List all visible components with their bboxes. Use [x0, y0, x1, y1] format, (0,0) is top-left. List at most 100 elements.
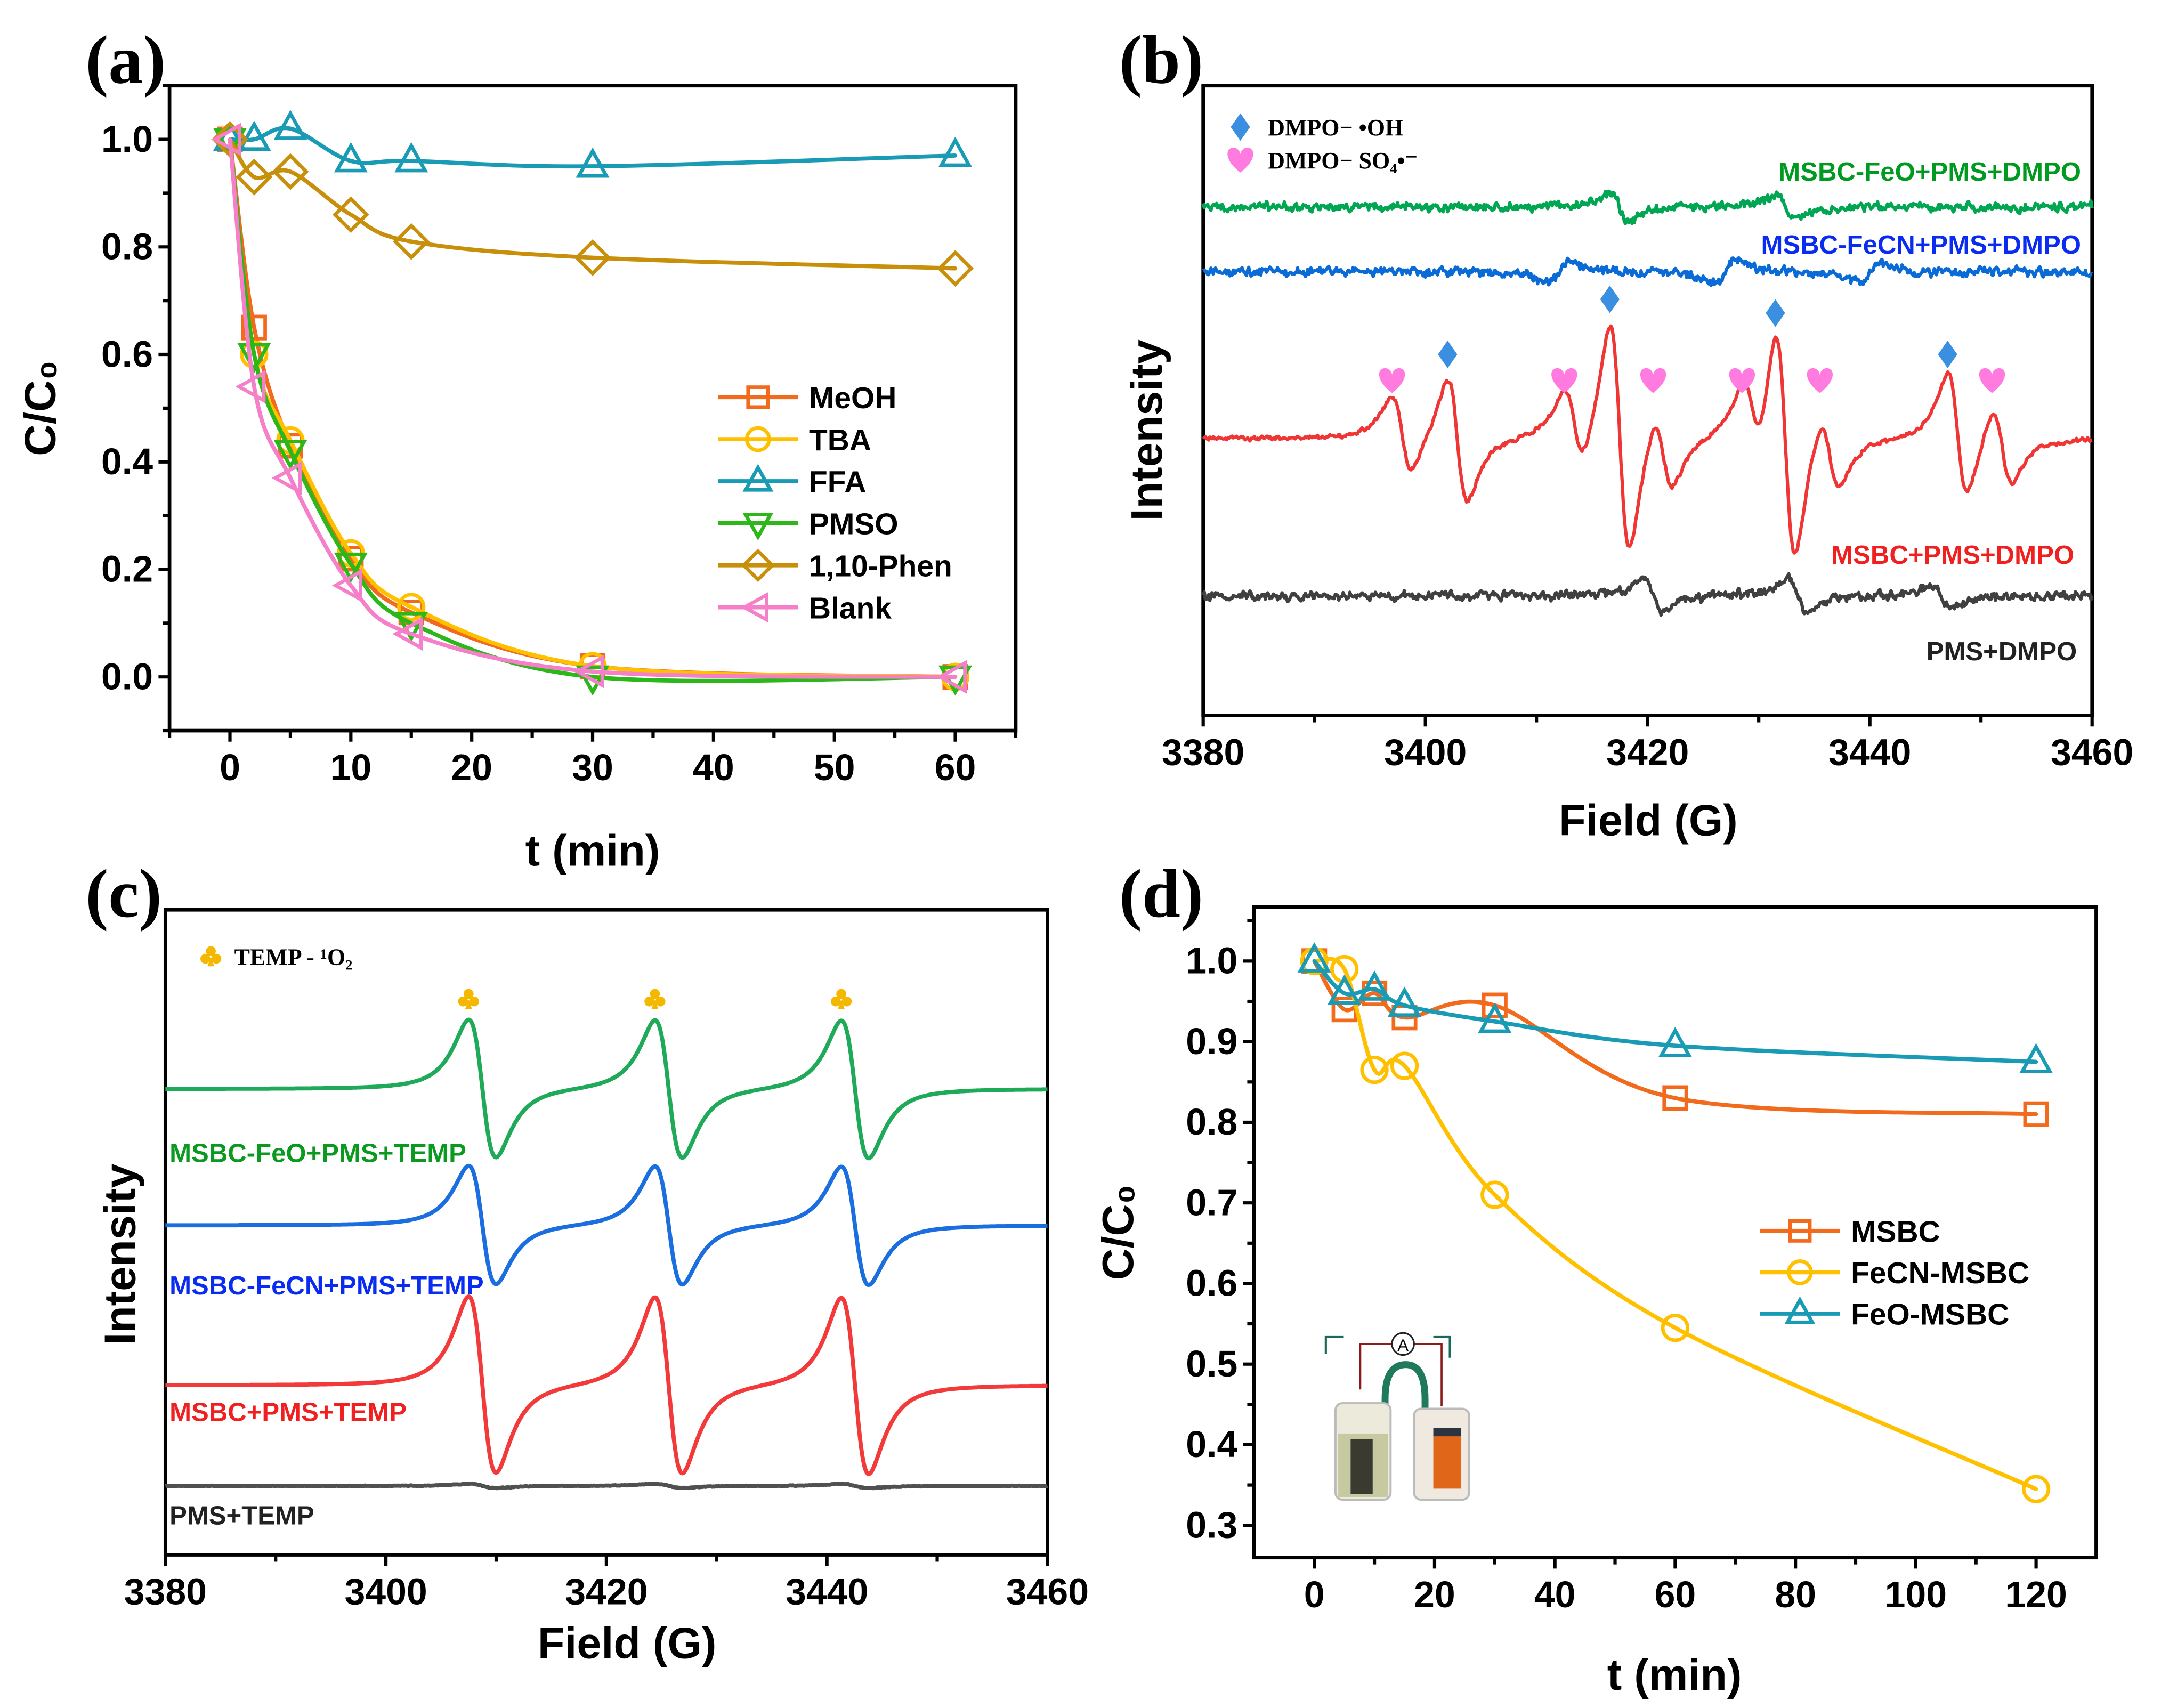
data-point-1-10-phen	[393, 223, 430, 260]
legend-marker-temp-1o2-leaf	[211, 953, 222, 964]
data-point-meoh-dot	[252, 325, 256, 330]
peak-marker-dmpo-so4	[1729, 368, 1755, 393]
spectrum-msbc-fecn-pms-temp	[164, 1163, 1049, 1288]
spectrum-msbc-pms-dmpo	[1202, 324, 2093, 555]
panel-c-label: (c)	[85, 855, 162, 932]
panel-b-chart: 3380 3400 3420 3440 3460 MSBC-FeO+PMS+DMPO MSB…	[1162, 84, 2133, 773]
data-point-feo-msbc-dot	[1342, 991, 1347, 995]
data-point-pmso	[576, 665, 610, 696]
panel-a-ytick-label: 0.8	[101, 226, 153, 268]
data-point-fecn-msbc	[1390, 1051, 1419, 1080]
data-point-pmso	[334, 552, 368, 583]
panel-d-ytick-label: 0.4	[1186, 1423, 1237, 1465]
data-point-ffa-dot	[590, 164, 595, 168]
data-point-feo-msbc-dot	[1493, 1019, 1497, 1024]
legend-marker-temp-1o2	[206, 946, 216, 957]
panel-d-xtick-label: 60	[1655, 1574, 1696, 1615]
data-point-blank	[235, 369, 266, 404]
legend-label-tba: TBA	[809, 423, 871, 457]
inset-salt-bridge	[1381, 1361, 1429, 1447]
data-point-msbc-dot	[1673, 1096, 1678, 1100]
panel-d-ylabel: C/C₀	[1093, 1184, 1143, 1280]
panel-b-ylabel: Intensity	[1122, 339, 1171, 521]
legend-label-1-10-phen: 1,10-Phen	[809, 549, 952, 583]
panel-d-xtick-label: 0	[1304, 1574, 1325, 1615]
legend-marker-fecn-msbc-dot	[1798, 1270, 1802, 1275]
data-point-1-10-phen-dot	[409, 239, 414, 244]
data-point-fecn-msbc-dot	[1493, 1193, 1497, 1197]
legend-marker-meoh-dot	[756, 395, 760, 399]
panel-a-ytick-label: 0.2	[101, 548, 153, 590]
data-point-ffa	[334, 142, 368, 173]
data-point-blank	[573, 654, 604, 689]
panel-c-xtick-label: 3420	[565, 1571, 648, 1613]
data-point-ffa	[394, 142, 428, 173]
peak-marker-dmpo-oh	[1600, 285, 1620, 313]
data-point-ffa-dot	[252, 137, 256, 142]
panel-d-xtick-label: 80	[1775, 1574, 1816, 1615]
data-point-tba	[397, 593, 426, 621]
legend-label-dmpo-oh: DMPO− •OH	[1268, 115, 1403, 141]
data-point-feo-msbc	[1387, 986, 1422, 1017]
panel-a-ytick-label: 0.6	[101, 333, 153, 375]
data-point-ffa-dot	[409, 159, 414, 163]
panel-b-xlabel: Field (G)	[1559, 796, 1738, 845]
legend-label-ffa: FFA	[809, 465, 866, 499]
panel-d-ytick-label: 0.7	[1186, 1181, 1237, 1223]
data-point-fecn-msbc	[1480, 1180, 1509, 1209]
peak-marker-temp-1o2-stem	[838, 999, 845, 1009]
spectrum-msbc-feo-pms-dmpo	[1201, 189, 2094, 225]
panel-a-chart: 0 10 20 30 40 50 60 0.0 0.2 0.4 0.6 0.8 1.0 MeOH TBA FF…	[101, 84, 1018, 788]
data-point-blank-dot	[228, 137, 232, 142]
data-point-blank-dot	[953, 675, 958, 679]
data-point-msbc-dot	[2034, 1112, 2038, 1116]
data-point-feo-msbc	[1658, 1026, 1692, 1057]
legend-label-dmpo-so4: DMPO− SO₄•⁻	[1268, 148, 1418, 174]
data-point-msbc	[1662, 1085, 1688, 1111]
peak-marker-dmpo-oh	[1766, 299, 1785, 327]
panel-c-xlabel: Field (G)	[538, 1618, 717, 1667]
data-point-fecn-msbc-dot	[2034, 1487, 2038, 1491]
panel-d-ytick-label: 0.3	[1186, 1504, 1237, 1545]
peak-marker-dmpo-oh	[1938, 341, 1957, 368]
legend-marker-temp-1o2-stem	[207, 957, 215, 967]
panel-d-xlabel: t (min)	[1607, 1650, 1742, 1699]
data-point-feo-msbc	[1478, 1002, 1512, 1033]
panel-d-ytick-label: 0.6	[1186, 1262, 1237, 1304]
spectrum-pms-dmpo	[1201, 572, 2094, 617]
data-point-blank-dot	[349, 584, 353, 588]
inset-ammeter-icon	[1391, 1332, 1415, 1356]
data-point-blank-dot	[288, 476, 293, 480]
trace-label-msbc-fecn-pms-dmpo: MSBC-FeCN+PMS+DMPO	[1761, 231, 2082, 260]
peak-marker-dmpo-so4	[1640, 368, 1666, 393]
legend-marker-temp-1o2-leaf	[200, 953, 211, 964]
data-point-feo-msbc	[1357, 970, 1391, 1001]
data-point-fecn-msbc	[1360, 1055, 1389, 1084]
panel-c-xtick-label: 3460	[1006, 1571, 1089, 1613]
trace-label-msbc-fecn-pms-temp: MSBC-FeCN+PMS+TEMP	[169, 1272, 484, 1300]
legend-marker-msbc-dot	[1798, 1229, 1802, 1233]
legend-label-temp-1o2: TEMP - ¹O₂	[234, 944, 353, 970]
panel-a-xtick-label: 30	[572, 747, 613, 788]
data-point-1-10-phen	[332, 196, 369, 233]
legend-label-msbc: MSBC	[1851, 1215, 1940, 1249]
data-point-meoh	[241, 314, 267, 341]
legend-marker-feo-msbc-dot	[1798, 1312, 1802, 1316]
spectrum-msbc-fecn-pms-dmpo	[1202, 256, 2093, 287]
legend-label-feo-msbc: FeO-MSBC	[1851, 1298, 2009, 1332]
panel-b-xtick-label: 3400	[1384, 732, 1467, 773]
data-point-1-10-phen-dot	[590, 255, 595, 260]
panel-d-xtick-label: 20	[1414, 1574, 1455, 1615]
data-point-blank	[936, 660, 967, 694]
peak-marker-dmpo-so4	[1807, 368, 1833, 393]
data-point-feo-msbc	[1328, 974, 1362, 1005]
legend-marker-blank	[740, 592, 769, 623]
legend-marker-ffa	[742, 464, 774, 492]
data-point-1-10-phen-dot	[288, 169, 293, 174]
panel-c-chart: 3380 3400 3420 3440 3460 MSBC-FeO+PMS+TEMP MSB…	[124, 908, 1089, 1613]
peak-marker-temp-1o2-stem	[465, 999, 472, 1009]
legend-marker-tba-dot	[756, 437, 760, 441]
data-point-pmso	[394, 611, 428, 642]
legend-marker-1-10-phen-dot	[756, 563, 760, 568]
panel-d-xtick-label: 100	[1885, 1574, 1947, 1615]
